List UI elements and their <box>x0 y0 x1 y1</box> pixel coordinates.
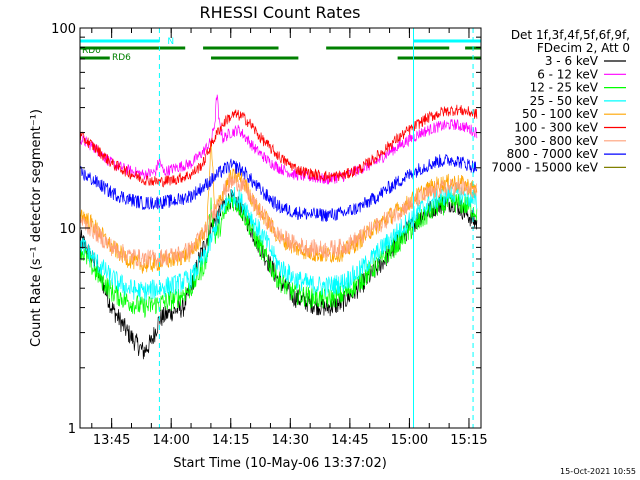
plot-frame <box>79 27 482 429</box>
series-12-25-kev <box>80 192 478 318</box>
legend-label-100-300-kev: 100 - 300 keV <box>514 121 598 135</box>
state-bar-label-rd0: RD0 <box>82 46 101 56</box>
series-curves <box>80 94 478 360</box>
y-tick-label-1: 10 <box>59 222 76 237</box>
series-300-800-kev <box>80 173 477 268</box>
x-tick-label-1: 14:00 <box>152 433 189 448</box>
x-tick-label-5: 15:00 <box>391 433 428 448</box>
series-6-12-kev <box>80 94 478 185</box>
legend: Det 1f,3f,4f,5f,6f,9f, FDecim 2, Att 0 3… <box>491 28 630 174</box>
y-tick-label-2: 100 <box>51 22 76 37</box>
x-tick-label-0: 13:45 <box>93 433 130 448</box>
x-tick-label-4: 14:45 <box>331 433 368 448</box>
y-axis-label: Count Rate (s⁻¹ detector segment⁻¹) <box>29 109 44 347</box>
legend-label-800-7000-kev: 800 - 7000 keV <box>507 147 599 161</box>
legend-header-line-1: Det 1f,3f,4f,5f,6f,9f, <box>511 28 630 42</box>
axes <box>79 27 482 429</box>
series-800-7000-kev <box>80 154 478 222</box>
chart-title: RHESSI Count Rates <box>200 3 361 22</box>
x-axis-label: Start Time (10-May-06 13:37:02) <box>173 456 387 471</box>
legend-label-50-100-kev: 50 - 100 keV <box>522 107 599 121</box>
series-100-300-kev <box>80 104 478 188</box>
generated-timestamp: 15-Oct-2021 10:55 <box>560 467 636 476</box>
series-25-50-kev <box>80 183 478 302</box>
legend-label-3-6-kev: 3 - 6 keV <box>545 54 599 68</box>
axis-ticks: 13:45 14:00 14:15 14:30 14:45 15:00 15:15 1 10 10… <box>51 22 488 448</box>
x-tick-label-2: 14:15 <box>212 433 249 448</box>
legend-label-12-25-kev: 12 - 25 keV <box>530 81 599 95</box>
legend-label-300-800-kev: 300 - 800 keV <box>514 134 598 148</box>
legend-label-7000-15000-kev: 7000 - 15000 keV <box>491 160 598 174</box>
legend-label-6-12-kev: 6 - 12 keV <box>537 67 599 81</box>
legend-label-25-50-kev: 25 - 50 keV <box>530 94 599 108</box>
state-bar-label-n: N <box>167 37 174 47</box>
x-tick-label-3: 14:30 <box>272 433 309 448</box>
state-bars: RD0 RD6 N <box>80 37 481 63</box>
legend-header-line-2: FDecim 2, Att 0 <box>537 41 630 55</box>
y-tick-label-0: 1 <box>68 422 76 437</box>
state-bar-label-rd6: RD6 <box>112 53 131 63</box>
x-tick-label-6: 15:15 <box>450 433 487 448</box>
